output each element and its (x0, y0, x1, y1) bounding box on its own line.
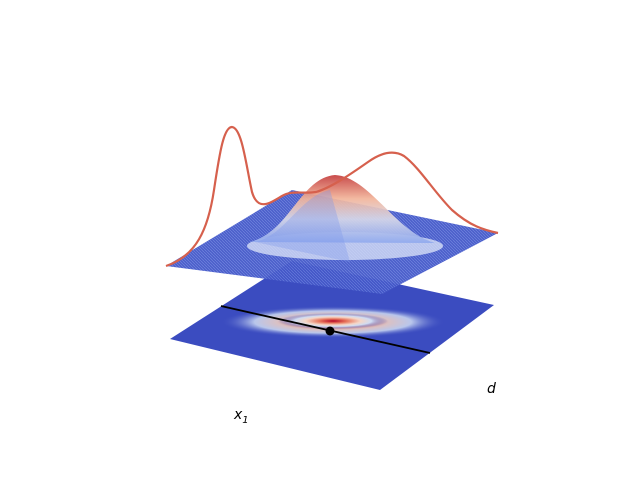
surface-peak-shade (255, 190, 350, 262)
floor-point (325, 326, 335, 336)
contour-floor (170, 261, 494, 390)
profile-curve (165, 125, 499, 268)
d-axis-label: d (487, 381, 496, 397)
x1-axis-label: x1 (233, 407, 249, 426)
surface-peak (250, 175, 435, 243)
floor-line (220, 305, 431, 354)
surface-plot (166, 175, 498, 294)
floor-heatmap-inner (278, 313, 388, 329)
